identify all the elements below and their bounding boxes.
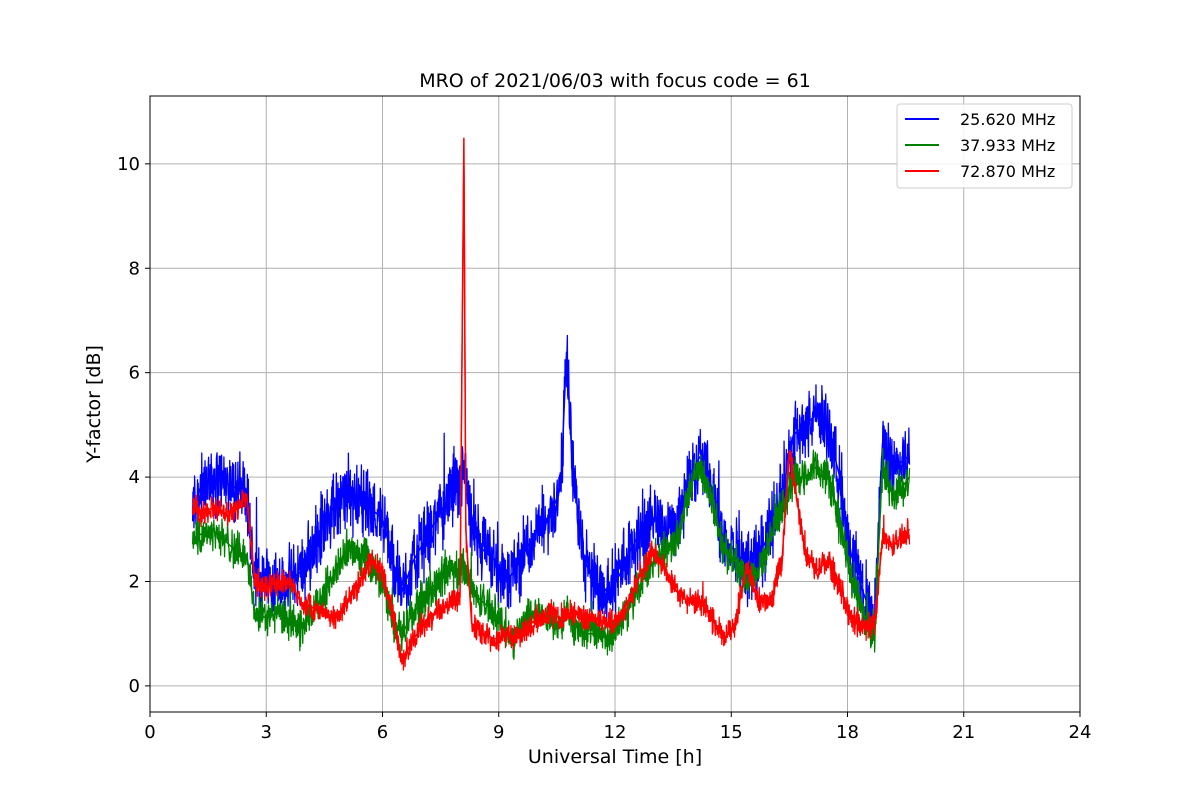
y-axis: 0 2 4 6 8 10 — [117, 154, 150, 697]
y-tick-label: 6 — [129, 363, 140, 384]
x-tick-label: 3 — [261, 722, 272, 743]
x-axis-label: Universal Time [h] — [528, 746, 702, 768]
legend-label: 72.870 MHz — [960, 162, 1055, 181]
series-trend-3 — [192, 137, 911, 662]
x-axis: 0 3 6 9 12 15 18 21 24 — [144, 712, 1091, 743]
chart-title: MRO of 2021/06/03 with focus code = 61 — [419, 70, 811, 92]
x-tick-label: 6 — [377, 722, 388, 743]
x-tick-label: 9 — [493, 722, 504, 743]
legend: 25.620 MHz 37.933 MHz 72.870 MHz — [896, 103, 1073, 189]
x-tick-label: 12 — [604, 722, 627, 743]
plot-lines — [191, 137, 911, 671]
y-tick-label: 2 — [129, 571, 140, 592]
x-tick-label: 0 — [144, 722, 155, 743]
y-tick-label: 0 — [129, 676, 140, 697]
x-tick-label: 21 — [952, 722, 975, 743]
y-tick-label: 10 — [117, 154, 140, 175]
y-axis-label: Y-factor [dB] — [83, 345, 105, 464]
x-tick-label: 24 — [1069, 722, 1092, 743]
y-tick-label: 8 — [129, 258, 140, 279]
x-tick-label: 15 — [720, 722, 743, 743]
y-tick-label: 4 — [129, 467, 140, 488]
series-trend-1 — [191, 351, 910, 624]
legend-box — [896, 103, 1073, 189]
legend-label: 37.933 MHz — [960, 136, 1055, 155]
legend-label: 25.620 MHz — [960, 110, 1055, 129]
x-tick-label: 18 — [836, 722, 859, 743]
